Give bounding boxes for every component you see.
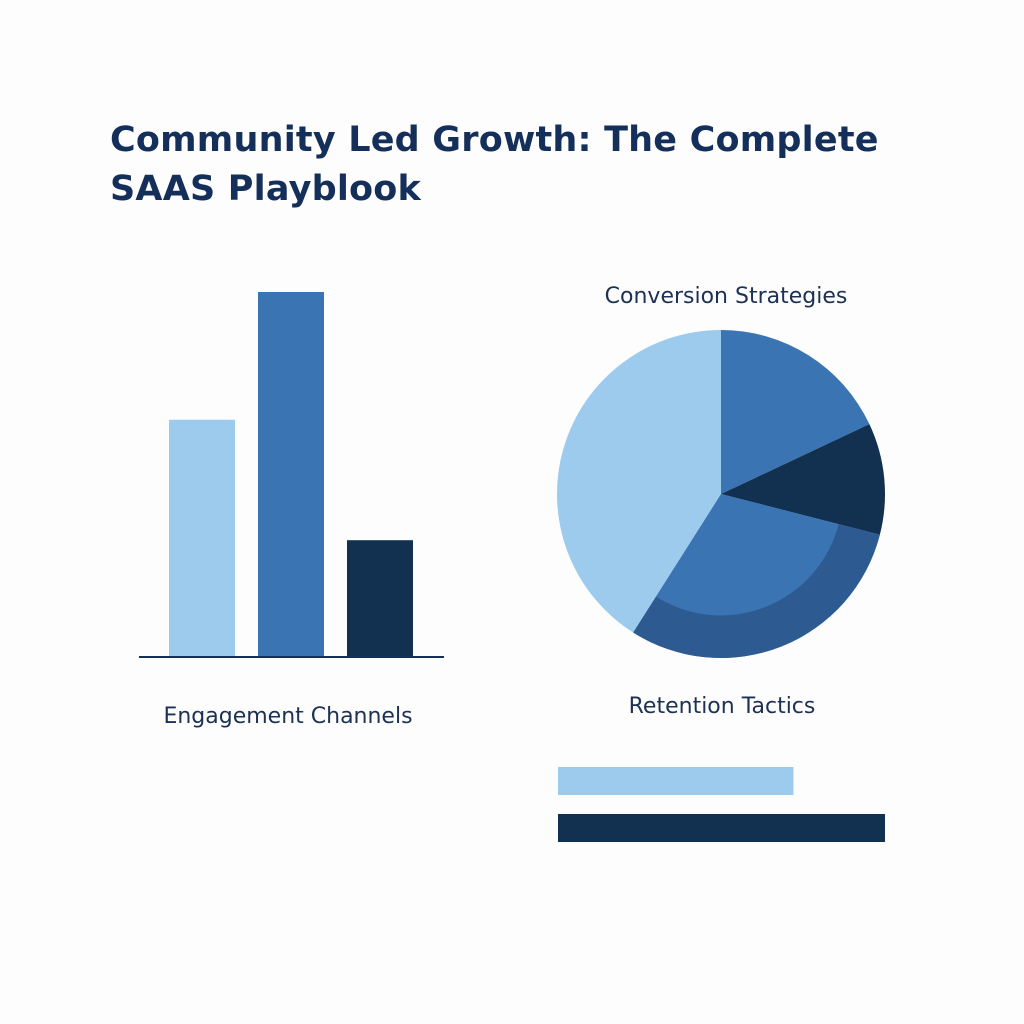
bar-1: [169, 419, 235, 657]
pie-chart-title: Conversion Strategies: [604, 284, 848, 309]
retention-hbar-chart: [558, 767, 885, 842]
bar-chart-xlabel: Engagement Channels: [163, 704, 413, 729]
hbar-chart-title: Retention Tactics: [628, 694, 816, 719]
conversion-pie-chart: [556, 330, 885, 658]
pie-slice-3-inner: [655, 494, 839, 616]
bar-3: [347, 540, 413, 657]
pie-slice-3-rim: [633, 524, 880, 658]
page-title: Community Led Growth: The Complete SAAS …: [110, 116, 930, 214]
engagement-bar-chart: [139, 292, 444, 658]
title-line-2: SAAS Playblook: [110, 169, 421, 209]
title-line-1: Community Led Growth: The Complete: [110, 120, 879, 160]
hbar-1: [558, 767, 794, 795]
pie-slice-1: [721, 330, 870, 494]
pie-slice-2: [721, 424, 885, 535]
bar-2: [258, 292, 324, 657]
pie-slice-4: [556, 330, 721, 633]
hbar-2: [558, 814, 885, 842]
